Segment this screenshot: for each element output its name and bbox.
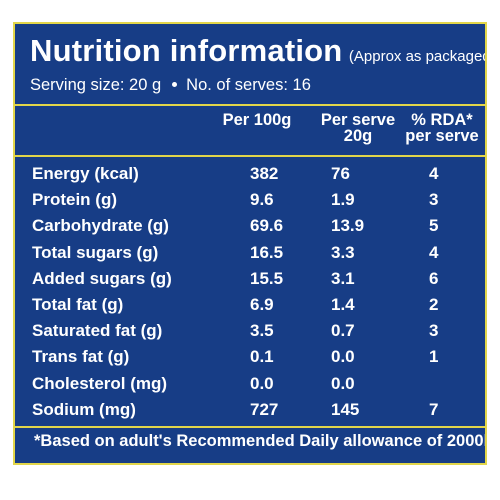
nutrient-name: Carbohydrate (g) xyxy=(32,216,169,236)
value-per-serve: 1.4 xyxy=(331,294,355,314)
table-row: Added sugars (g) 15.5 3.1 6 xyxy=(15,267,485,293)
column-header-rda: % RDA* per serve xyxy=(399,111,485,145)
table-row: Energy (kcal) 382 76 4 xyxy=(15,162,485,188)
nutrition-table: Energy (kcal) 382 76 4 Protein (g) 9.6 1… xyxy=(15,162,485,424)
value-rda: 6 xyxy=(429,268,439,288)
value-per-serve: 13.9 xyxy=(331,216,365,236)
value-per-100g: 0.1 xyxy=(250,347,274,367)
value-per-100g: 9.6 xyxy=(250,190,274,210)
column-header-rda-line1: % RDA* xyxy=(411,111,473,129)
table-row: Total fat (g) 6.9 1.4 2 xyxy=(15,293,485,319)
value-per-100g: 0.0 xyxy=(250,373,274,393)
divider-header xyxy=(15,155,485,157)
nutrient-name: Energy (kcal) xyxy=(32,164,139,183)
value-per-serve: 0.7 xyxy=(331,321,355,341)
value-per-100g: 3.5 xyxy=(250,321,274,341)
table-row: Cholesterol (mg) 0.0 0.0 xyxy=(15,372,485,398)
value-per-serve: 3.1 xyxy=(331,268,355,288)
number-of-serves: No. of serves: 16 xyxy=(186,76,311,94)
serving-info: Serving size: 20 g No. of serves: 16 xyxy=(30,76,311,95)
value-per-100g: 6.9 xyxy=(250,294,274,314)
table-row: Trans fat (g) 0.1 0.0 1 xyxy=(15,345,485,371)
value-rda: 1 xyxy=(429,347,439,367)
column-header-per-serve-line2: 20g xyxy=(343,127,373,145)
value-per-100g: 382 xyxy=(250,164,279,183)
column-header-per-serve: Per serve 20g xyxy=(305,111,411,145)
value-per-serve: 3.3 xyxy=(331,242,355,262)
column-header-per-serve-line1: Per serve xyxy=(320,111,396,129)
value-per-serve: 0.0 xyxy=(331,373,355,393)
divider-top xyxy=(15,104,485,106)
table-row: Carbohydrate (g) 69.6 13.9 5 xyxy=(15,214,485,240)
value-rda: 7 xyxy=(429,399,439,419)
nutrient-name: Cholesterol (mg) xyxy=(32,373,168,393)
value-per-100g: 727 xyxy=(250,399,279,419)
nutrient-name: Sodium (mg) xyxy=(32,399,136,419)
value-per-serve: 0.0 xyxy=(331,347,355,367)
table-row: Protein (g) 9.6 1.9 3 xyxy=(15,188,485,214)
value-per-100g: 69.6 xyxy=(250,216,284,236)
bullet-dot-icon xyxy=(172,81,178,87)
nutrient-name: Saturated fat (g) xyxy=(32,321,163,341)
table-row: Saturated fat (g) 3.5 0.7 3 xyxy=(15,319,485,345)
value-rda: 4 xyxy=(429,242,439,262)
footnote: *Based on adult's Recommended Daily allo… xyxy=(34,432,487,450)
table-row: Sodium (mg) 727 145 7 xyxy=(15,398,485,424)
value-rda: 3 xyxy=(429,190,439,210)
value-per-100g: 16.5 xyxy=(250,242,284,262)
value-rda: 4 xyxy=(429,164,439,183)
value-per-serve: 1.9 xyxy=(331,190,355,210)
value-per-serve: 76 xyxy=(331,164,350,183)
value-per-100g: 15.5 xyxy=(250,268,284,288)
subtitle: (Approx as packaged) xyxy=(348,48,487,65)
serving-size: Serving size: 20 g xyxy=(30,76,162,94)
value-per-serve: 145 xyxy=(331,399,360,419)
nutrition-panel: Nutrition information (Approx as package… xyxy=(13,22,487,465)
nutrient-name: Total fat (g) xyxy=(32,294,124,314)
value-rda: 3 xyxy=(429,321,439,341)
value-rda: 2 xyxy=(429,294,439,314)
nutrient-name: Added sugars (g) xyxy=(32,268,172,288)
nutrient-name: Total sugars (g) xyxy=(32,242,159,262)
page-title: Nutrition information xyxy=(30,33,343,68)
column-header-per-100g-label: Per 100g xyxy=(222,111,292,129)
table-row: Total sugars (g) 16.5 3.3 4 xyxy=(15,241,485,267)
column-header-per-100g: Per 100g xyxy=(211,111,303,129)
column-header-rda-line2: per serve xyxy=(405,127,479,145)
nutrient-name: Protein (g) xyxy=(32,190,117,210)
value-rda: 5 xyxy=(429,216,439,236)
divider-bottom xyxy=(15,426,485,428)
nutrient-name: Trans fat (g) xyxy=(32,347,130,367)
title-row: Nutrition information (Approx as package… xyxy=(30,33,487,69)
